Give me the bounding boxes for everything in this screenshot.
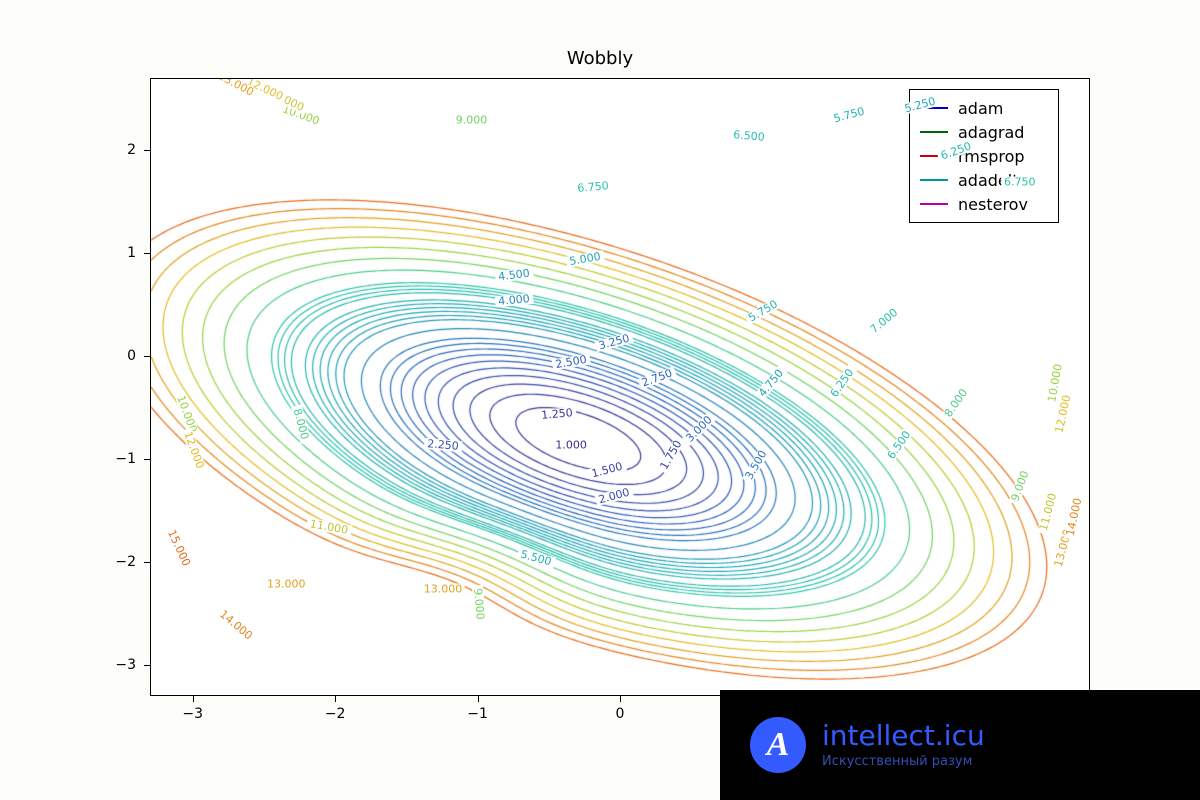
legend-label: adam bbox=[958, 99, 1003, 118]
watermark: A intellect.icu Искусственный разум bbox=[720, 690, 1200, 800]
chart-stage: Wobbly adamadagradrmspropadadeltanestero… bbox=[0, 0, 1200, 800]
legend-item: nesterov bbox=[920, 192, 1048, 216]
contour-level-label: 9.000 bbox=[471, 585, 485, 623]
tick-label: 1 bbox=[127, 245, 136, 261]
tick-label: 0 bbox=[127, 348, 136, 364]
legend-box: adamadagradrmspropadadeltanesterov bbox=[909, 89, 1059, 223]
chart-title: Wobbly bbox=[0, 48, 1200, 69]
tick-label: −3 bbox=[182, 706, 203, 722]
watermark-logo-icon: A bbox=[750, 717, 806, 773]
contour-level-label: 6.750 bbox=[1001, 177, 1039, 188]
axes-area: adamadagradrmspropadadeltanesterov 1.000… bbox=[150, 78, 1090, 696]
contour-level-label: 13.000 bbox=[421, 583, 466, 594]
contour-level-label: 1.250 bbox=[538, 407, 576, 421]
contour-level-label: 1.000 bbox=[552, 439, 590, 450]
legend-item: adagrad bbox=[920, 120, 1048, 144]
legend-swatch-icon bbox=[920, 203, 948, 205]
tick-label: −2 bbox=[115, 554, 136, 570]
contour-level-label: 6.500 bbox=[730, 129, 768, 143]
watermark-line2: Искусственный разум bbox=[822, 754, 985, 769]
tick-label: −2 bbox=[325, 706, 346, 722]
legend-swatch-icon bbox=[920, 131, 948, 133]
legend-swatch-icon bbox=[920, 179, 948, 181]
tick-label: −1 bbox=[467, 706, 488, 722]
watermark-text: intellect.icu Искусственный разум bbox=[822, 722, 985, 769]
contour-level-label: 9.000 bbox=[453, 115, 491, 126]
tick-label: −3 bbox=[115, 657, 136, 673]
tick-label: 0 bbox=[616, 706, 625, 722]
legend-item: adam bbox=[920, 96, 1048, 120]
tick-label: 2 bbox=[127, 142, 136, 158]
contour-level-label: 6.750 bbox=[573, 180, 611, 194]
contour-level-label: 2.250 bbox=[424, 438, 462, 452]
tick-label: −1 bbox=[115, 451, 136, 467]
legend-label: nesterov bbox=[958, 195, 1028, 214]
watermark-line1: intellect.icu bbox=[822, 722, 985, 750]
contour-level-label: 13.000 bbox=[264, 578, 309, 589]
